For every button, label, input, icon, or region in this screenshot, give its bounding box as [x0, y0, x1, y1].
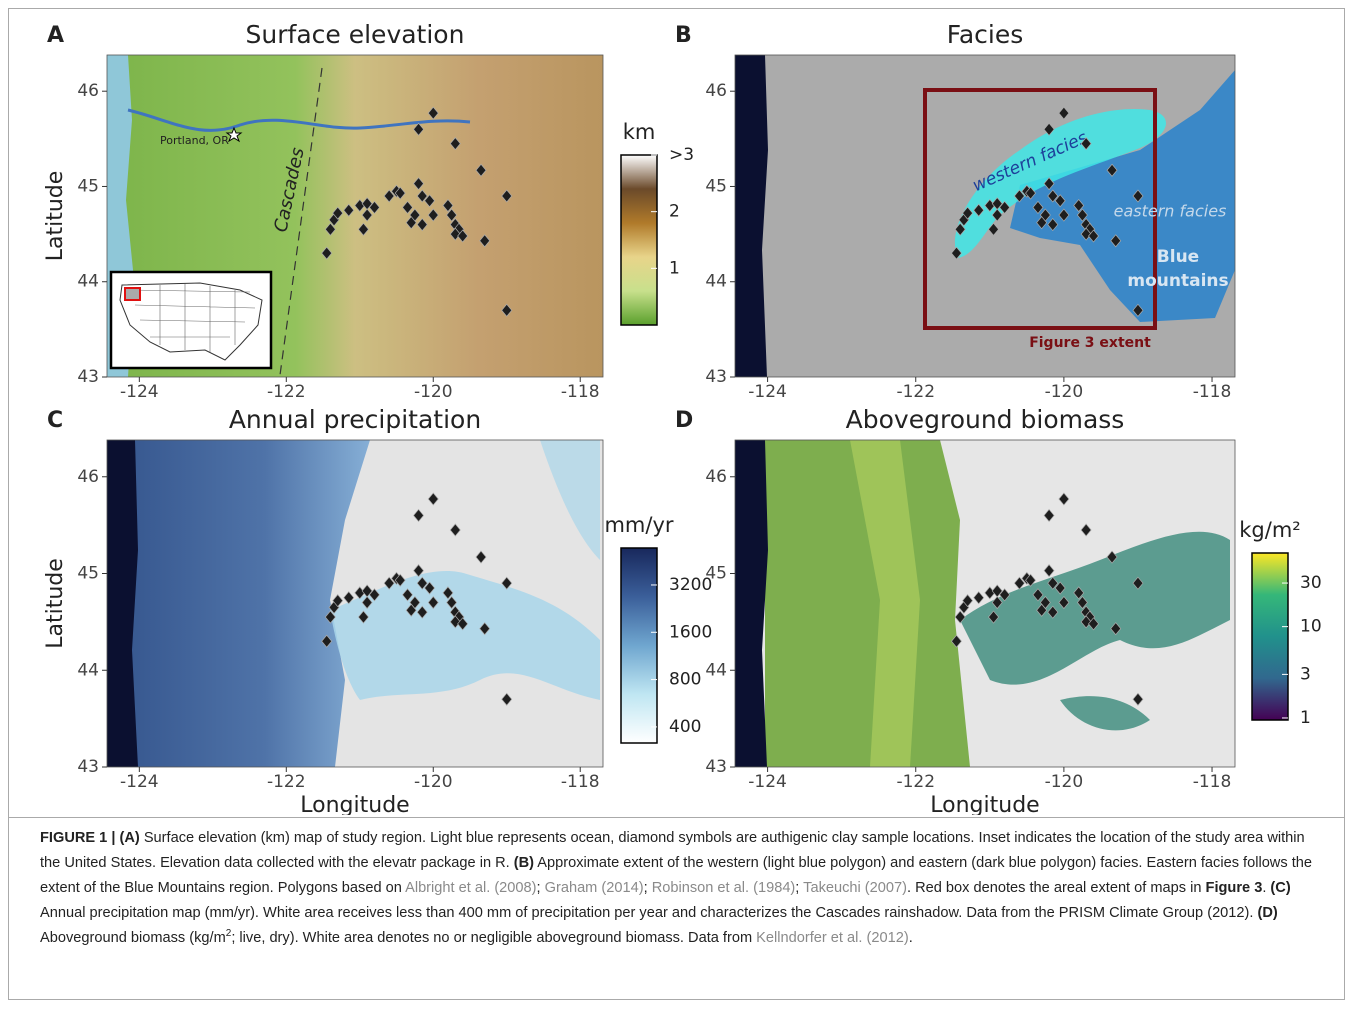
x-tick-label: -122 [896, 772, 935, 792]
caption-plain: ; [644, 880, 652, 896]
y-tick-label: 46 [705, 81, 727, 101]
panel-title: Annual precipitation [229, 405, 481, 434]
annotation: Figure 3 extent [1029, 335, 1151, 351]
legend-title: km [623, 120, 656, 144]
legend-tick-label: 1 [669, 258, 680, 278]
panel-letter: B [675, 23, 692, 48]
y-axis-label: Latitude [43, 558, 68, 649]
legend-tick-label: 400 [669, 717, 701, 737]
y-tick-label: 45 [77, 564, 99, 584]
annotation: mountains [1127, 271, 1228, 291]
caption-link[interactable]: Takeuchi (2007) [803, 880, 907, 896]
page: Portland, OR Cascades western facies eas… [0, 0, 1355, 1009]
x-tick-label: -124 [120, 772, 159, 792]
caption-bold: (D) [1258, 905, 1278, 921]
y-tick-label: 46 [77, 81, 99, 101]
caption-link[interactable]: Kellndorfer et al. (2012) [756, 930, 909, 946]
legend-title: kg/m² [1239, 518, 1300, 542]
x-tick-label: -120 [1045, 382, 1084, 402]
panel-letter: C [47, 408, 63, 433]
x-tick-label: -122 [896, 382, 935, 402]
caption-plain: . Red box denotes the areal extent of ma… [907, 880, 1206, 896]
caption-plain: Annual precipitation map (mm/yr). White … [40, 905, 1258, 921]
annotation: Blue [1157, 247, 1199, 267]
colorbar [621, 548, 657, 743]
x-tick-label: -124 [120, 382, 159, 402]
caption-bold: (C) [1270, 880, 1290, 896]
x-tick-label: -122 [267, 772, 306, 792]
y-tick-label: 44 [705, 660, 727, 680]
y-tick-label: 45 [705, 176, 727, 196]
x-tick-label: -120 [414, 772, 453, 792]
x-tick-label: -118 [1193, 772, 1232, 792]
panel-letter: D [675, 408, 693, 433]
y-tick-label: 44 [705, 272, 727, 292]
panel-title: Aboveground biomass [846, 405, 1125, 434]
y-tick-label: 44 [77, 272, 99, 292]
caption-plain: ; live, dry). White area denotes no or n… [231, 930, 756, 946]
figure: Portland, OR Cascades western facies eas… [0, 0, 1355, 815]
annotation: Portland, OR [160, 134, 229, 147]
panel-title: Facies [947, 20, 1024, 49]
caption-bold: Figure 3 [1206, 880, 1263, 896]
caption-bold: FIGURE 1 | [40, 830, 120, 846]
map-c-background [107, 440, 603, 767]
map-a-background [107, 55, 603, 377]
x-tick-label: -124 [748, 772, 787, 792]
y-tick-label: 44 [77, 660, 99, 680]
y-tick-label: 43 [705, 757, 727, 777]
x-tick-label: -124 [748, 382, 787, 402]
legend-tick-label: 1600 [669, 622, 712, 642]
caption-plain: Aboveground biomass (kg/m [40, 930, 226, 946]
legend-tick-label: >3 [669, 145, 694, 165]
caption-link[interactable]: Robinson et al. (1984) [652, 880, 796, 896]
caption-plain: . [909, 930, 913, 946]
caption-plain: ; [537, 880, 545, 896]
legend-tick-label: 10 [1300, 617, 1322, 637]
annotation: eastern facies [1114, 202, 1227, 221]
x-tick-label: -118 [1193, 382, 1232, 402]
y-tick-label: 45 [705, 564, 727, 584]
colorbar [621, 155, 657, 325]
panel-letter: A [47, 23, 64, 48]
legend-tick-label: 1 [1300, 708, 1311, 728]
caption-link[interactable]: Graham (2014) [545, 880, 644, 896]
x-tick-label: -120 [414, 382, 453, 402]
y-tick-label: 43 [77, 367, 99, 387]
x-tick-label: -118 [561, 382, 600, 402]
x-tick-label: -122 [267, 382, 306, 402]
legend-tick-label: 2 [669, 202, 680, 222]
y-tick-label: 45 [77, 176, 99, 196]
caption: FIGURE 1 | (A) Surface elevation (km) ma… [40, 826, 1325, 951]
x-tick-label: -120 [1045, 772, 1084, 792]
caption-plain: ; [795, 880, 803, 896]
y-axis-label: Latitude [43, 171, 68, 262]
x-tick-label: -118 [561, 772, 600, 792]
x-axis-label: Longitude [930, 793, 1039, 815]
colorbar [1252, 553, 1288, 720]
legend-tick-label: 3 [1300, 664, 1311, 684]
legend-tick-label: 30 [1300, 573, 1322, 593]
map-d-background [735, 440, 1235, 767]
panel-title: Surface elevation [246, 20, 465, 49]
legend-title: mm/yr [604, 513, 673, 537]
legend-tick-label: 800 [669, 670, 701, 690]
y-tick-label: 46 [77, 467, 99, 487]
y-tick-label: 46 [705, 467, 727, 487]
caption-bold: (A) [120, 830, 140, 846]
y-tick-label: 43 [77, 757, 99, 777]
y-tick-label: 43 [705, 367, 727, 387]
caption-bold: (B) [514, 855, 534, 871]
divider [8, 817, 1345, 818]
x-axis-label: Longitude [300, 793, 409, 815]
caption-link[interactable]: Albright et al. (2008) [405, 880, 536, 896]
